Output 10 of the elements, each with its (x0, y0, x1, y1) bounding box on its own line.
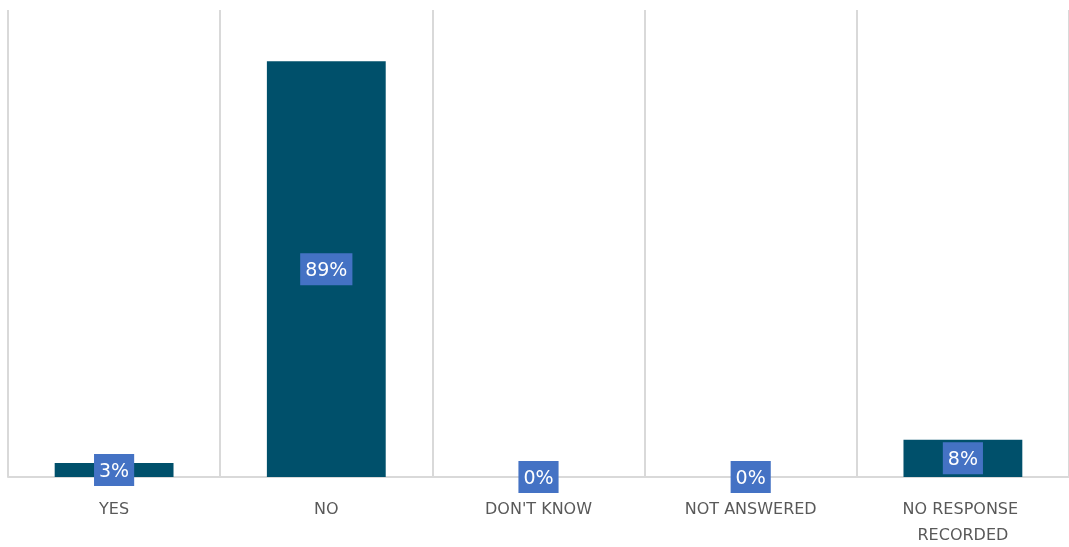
data-label: 89% (305, 258, 348, 281)
x-tick-label: NO RESPONSE RECORDED (902, 498, 1024, 544)
x-tick-label: NOT ANSWERED (684, 498, 817, 518)
x-tick-label: YES (98, 498, 130, 518)
data-label: 3% (99, 458, 130, 481)
data-label: 0% (735, 466, 766, 488)
x-tick-label: DON'T KNOW (484, 498, 593, 518)
data-label: 0% (523, 466, 554, 488)
x-tick-label: NO (314, 498, 339, 518)
data-label: 8% (947, 447, 978, 470)
